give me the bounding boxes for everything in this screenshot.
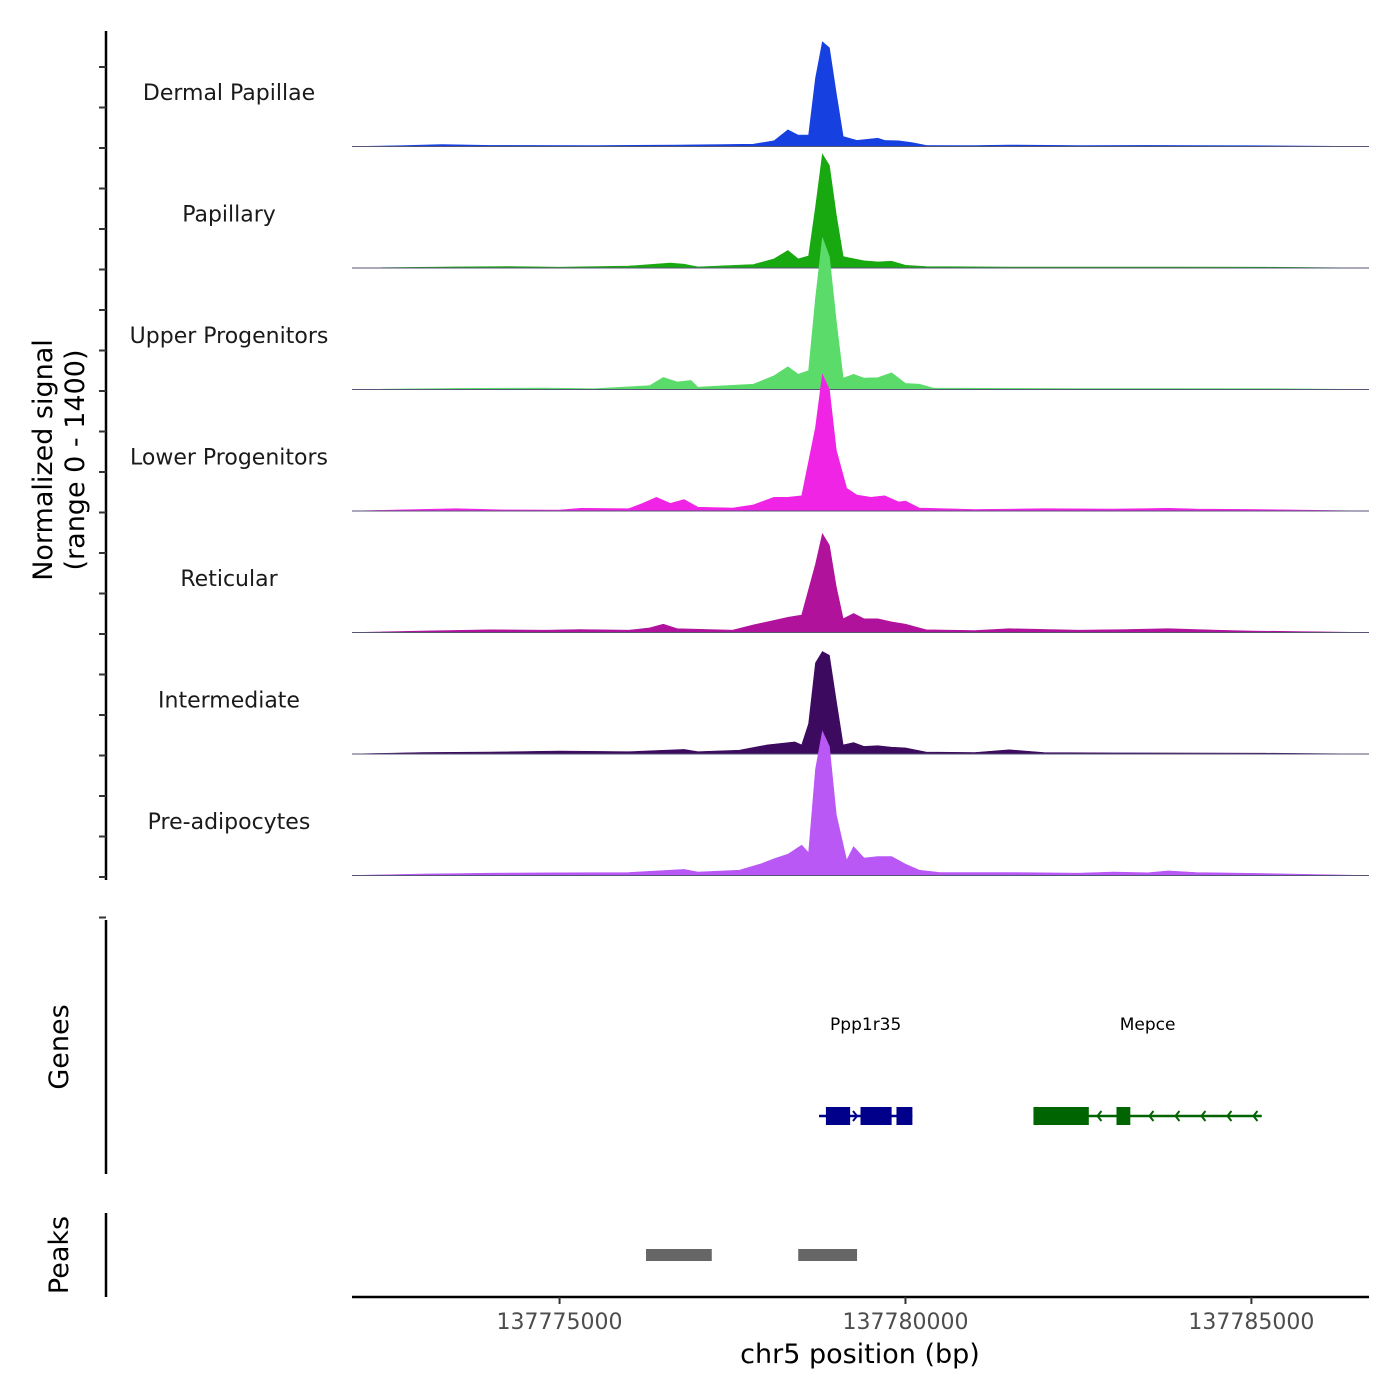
- coverage-area: [351, 533, 1370, 633]
- track-label: Upper Progenitors: [130, 324, 329, 349]
- y-axis-title: Normalized signal: [28, 339, 59, 581]
- track-intermediate: Intermediate: [158, 651, 1370, 755]
- peaks-panel: Peaks: [44, 1213, 858, 1297]
- track-dermal-papillae: Dermal Papillae: [143, 41, 1370, 147]
- gene-label: Mepce: [1120, 1015, 1176, 1035]
- coverage-panel: Dermal Papillae Papillary Upper Progenitor…: [28, 31, 1370, 919]
- track-upper-progenitors: Upper Progenitors: [130, 237, 1370, 390]
- track-pre-adipocytes: Pre-adipocytes: [148, 730, 1370, 876]
- coverage-area: [351, 373, 1370, 512]
- coverage-area: [351, 730, 1370, 876]
- coverage-area: [351, 41, 1370, 147]
- track-label: Reticular: [180, 567, 278, 592]
- peak-bar: [646, 1249, 712, 1261]
- strand-arrow: [1252, 1110, 1259, 1122]
- gene-exon: [825, 1107, 851, 1125]
- x-tick-label: 137780000: [842, 1310, 968, 1335]
- track-label: Lower Progenitors: [130, 446, 328, 471]
- peak-bars: [646, 1249, 858, 1261]
- strand-arrow: [1226, 1110, 1233, 1122]
- track-label: Dermal Papillae: [143, 81, 315, 106]
- track-label: Pre-adipocytes: [148, 810, 311, 835]
- strand-arrow: [1148, 1110, 1155, 1122]
- x-tick-label: 137775000: [497, 1310, 623, 1335]
- coverage-tracks: Dermal Papillae Papillary Upper Progenitor…: [130, 41, 1370, 876]
- track-papillary: Papillary: [182, 153, 1370, 269]
- track-lower-progenitors: Lower Progenitors: [130, 373, 1370, 512]
- genes-panel-label: Genes: [44, 1004, 75, 1089]
- gene-exon: [1033, 1107, 1089, 1125]
- x-ticks: 137775000 137780000 137785000: [497, 1297, 1314, 1335]
- strand-arrow: [1200, 1110, 1207, 1122]
- coverage-area: [351, 237, 1370, 390]
- gene-exon: [1116, 1107, 1131, 1125]
- gene-label: Ppp1r35: [830, 1015, 901, 1035]
- strand-arrow: [852, 1110, 859, 1122]
- track-reticular: Reticular: [180, 533, 1370, 633]
- gene-ppp1r35: Ppp1r35: [818, 1015, 913, 1125]
- coverage-area: [351, 651, 1370, 755]
- gene-exon: [860, 1107, 892, 1125]
- peaks-panel-label: Peaks: [44, 1216, 75, 1294]
- peak-bar: [798, 1249, 858, 1261]
- gene-models: Ppp1r35 Mepce: [818, 1015, 1262, 1125]
- coverage-area: [351, 153, 1370, 269]
- strand-arrow: [1096, 1110, 1103, 1122]
- strand-arrow: [1174, 1110, 1181, 1122]
- track-label: Intermediate: [158, 689, 300, 714]
- x-tick-label: 137785000: [1188, 1310, 1314, 1335]
- gene-mepce: Mepce: [1033, 1015, 1262, 1125]
- gene-exon: [896, 1107, 913, 1125]
- genes-panel: Genes Ppp1r35 Mepce: [44, 920, 1262, 1174]
- x-axis: 137775000 137780000 137785000 chr5 positio…: [352, 1295, 1369, 1370]
- y-axis-range: (range 0 - 1400): [60, 350, 91, 571]
- coverage-y-ticks: [99, 66, 106, 919]
- track-label: Papillary: [182, 203, 276, 228]
- x-axis-title: chr5 position (bp): [740, 1339, 980, 1370]
